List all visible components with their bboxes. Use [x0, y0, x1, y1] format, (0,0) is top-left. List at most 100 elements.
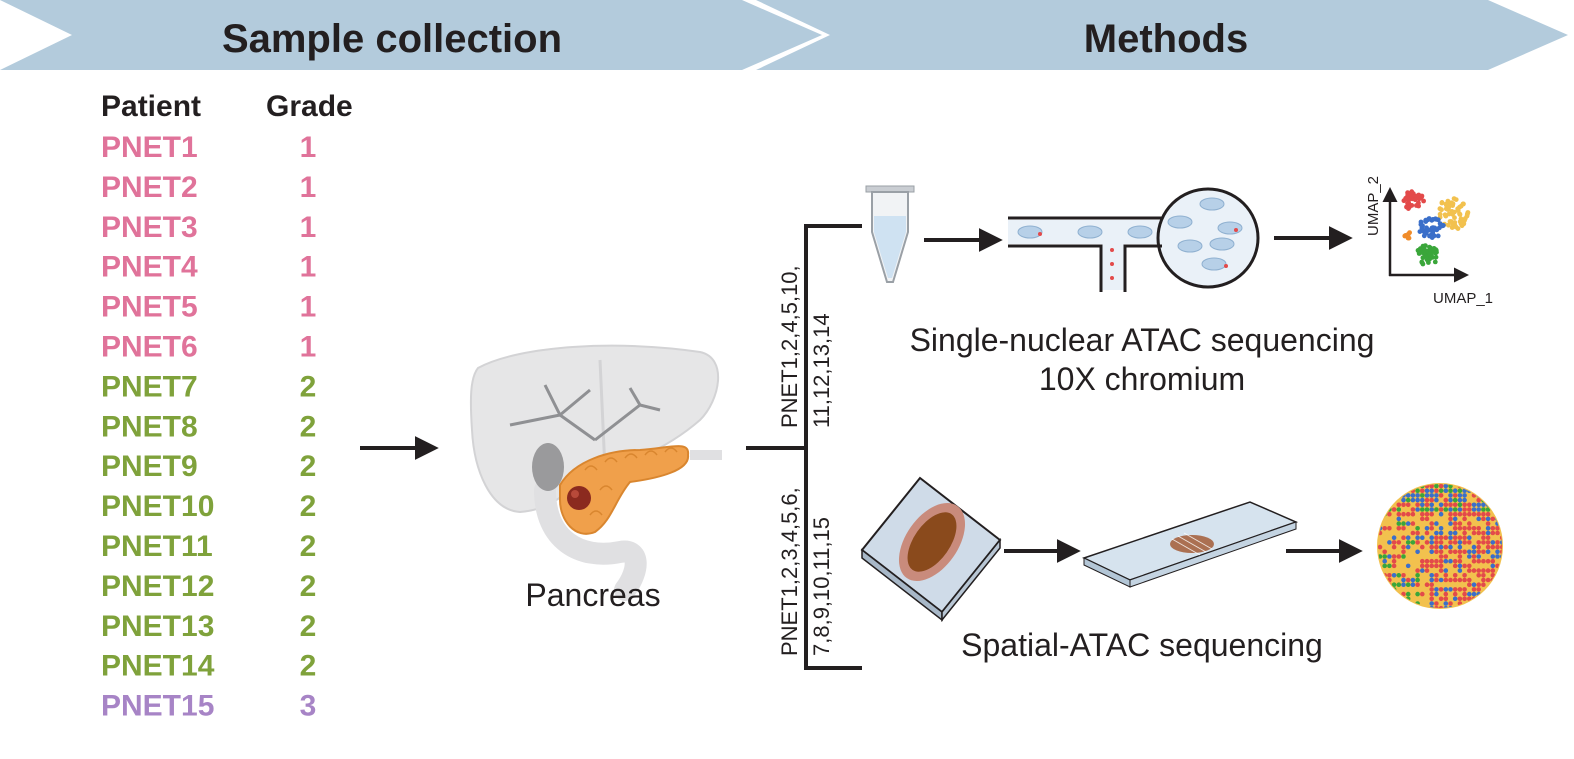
spatial-spot [1457, 549, 1463, 555]
spatial-spot [1429, 601, 1434, 606]
spatial-spot [1401, 582, 1406, 587]
spatial-spot [1457, 502, 1463, 508]
patient-id: PNET1 [101, 131, 198, 164]
spatial-spot [1476, 516, 1481, 522]
spatial-spot [1443, 544, 1449, 550]
spatial-spot [1401, 587, 1406, 592]
spatial-spot [1434, 540, 1439, 545]
spatial-spot [1401, 549, 1406, 555]
umap-point [1437, 211, 1443, 217]
spatial-spot [1415, 540, 1420, 545]
spatial-spot [1485, 573, 1491, 578]
spatial-spot [1405, 493, 1411, 498]
spatial-spot [1462, 535, 1467, 540]
umap-point [1446, 206, 1451, 212]
spatial-spot [1457, 577, 1463, 583]
spatial-spot [1485, 558, 1491, 564]
spatial-spot [1462, 549, 1467, 555]
umap-point [1451, 196, 1457, 202]
spatial-spot [1429, 488, 1434, 494]
spatial-spot [1415, 526, 1420, 531]
spatial-spot [1387, 563, 1392, 569]
patient-id: PNET11 [101, 530, 213, 563]
spatial-spot [1485, 516, 1491, 522]
spatial-spot [1499, 535, 1502, 541]
spatial-spot [1467, 568, 1472, 573]
spatial-spot [1424, 507, 1430, 512]
microfluidic-chip-icon [1008, 187, 1260, 292]
spatial-spot [1467, 540, 1472, 545]
spatial-spot [1434, 568, 1439, 573]
spatial-spot [1382, 544, 1387, 550]
spatial-spot [1476, 530, 1481, 536]
umap-point [1455, 208, 1461, 213]
spatial-spot [1424, 577, 1430, 583]
spatial-spot [1448, 502, 1453, 508]
umap-point [1421, 198, 1426, 204]
spatial-spot [1476, 587, 1481, 592]
spatial-samples-line1: PNET1,2,3,4,5,6, [777, 487, 802, 656]
spatial-spot [1429, 535, 1434, 540]
spatial-spot [1420, 563, 1425, 569]
spatial-spot [1462, 497, 1467, 503]
spatial-spot [1485, 568, 1491, 573]
spatial-spot [1415, 587, 1420, 592]
spatial-spot [1391, 535, 1397, 540]
umap-point [1409, 189, 1415, 195]
umap-plot: UMAP_1 UMAP_2 [1365, 176, 1493, 307]
spatial-spot [1481, 563, 1486, 569]
spatial-spot [1391, 530, 1397, 536]
spatial-spot [1434, 488, 1439, 494]
spatial-spot [1471, 507, 1477, 512]
spatial-spot [1476, 497, 1481, 503]
spatial-spot [1429, 577, 1434, 583]
spatial-spot [1410, 573, 1416, 578]
spatial-spot [1429, 511, 1434, 517]
spatial-spot [1429, 587, 1434, 592]
spatial-spot [1452, 554, 1458, 559]
spatial-spot [1401, 530, 1406, 536]
umap-point [1432, 259, 1438, 265]
umap-point [1433, 254, 1439, 260]
spatial-spot [1405, 554, 1411, 559]
spatial-spot [1438, 582, 1444, 587]
spatial-spot [1481, 582, 1486, 587]
umap-point [1416, 192, 1422, 198]
spatial-spot [1382, 549, 1387, 555]
spatial-spot [1396, 582, 1402, 587]
spatial-spot [1476, 577, 1481, 583]
spatial-spot [1443, 601, 1449, 606]
spatial-spot [1434, 591, 1439, 597]
spatial-spot [1438, 563, 1444, 569]
spatial-spot [1481, 526, 1486, 531]
spatial-spot [1429, 549, 1434, 555]
snatac-samples-line2: 11,12,13,14 [809, 313, 834, 428]
spatial-spot [1438, 605, 1444, 608]
spatial-spot [1387, 511, 1392, 517]
spatial-spot [1424, 535, 1430, 540]
spatial-spot [1467, 582, 1472, 587]
spatial-spot [1405, 568, 1411, 573]
spatial-spot [1490, 530, 1496, 536]
banner-methods-label: Methods [1084, 17, 1248, 61]
umap-point [1444, 202, 1449, 208]
spatial-spot [1405, 549, 1411, 555]
patient-id: PNET4 [101, 251, 198, 284]
spatial-spot [1471, 577, 1477, 583]
spatial-spot [1499, 544, 1502, 550]
spatial-spot [1434, 526, 1439, 531]
patient-id: PNET13 [101, 610, 214, 643]
spatial-spot [1467, 554, 1472, 559]
spatial-spot [1457, 596, 1463, 602]
spatial-spot [1467, 591, 1472, 597]
spatial-spot [1443, 521, 1449, 526]
spatial-spot [1401, 554, 1406, 559]
spatial-spot [1410, 530, 1416, 536]
spatial-spot [1391, 507, 1397, 512]
spatial-spot [1424, 573, 1430, 578]
spatial-spot [1415, 507, 1420, 512]
spatial-spot [1490, 526, 1496, 531]
patient-grade: 1 [300, 171, 317, 204]
spatial-spot [1485, 544, 1491, 550]
